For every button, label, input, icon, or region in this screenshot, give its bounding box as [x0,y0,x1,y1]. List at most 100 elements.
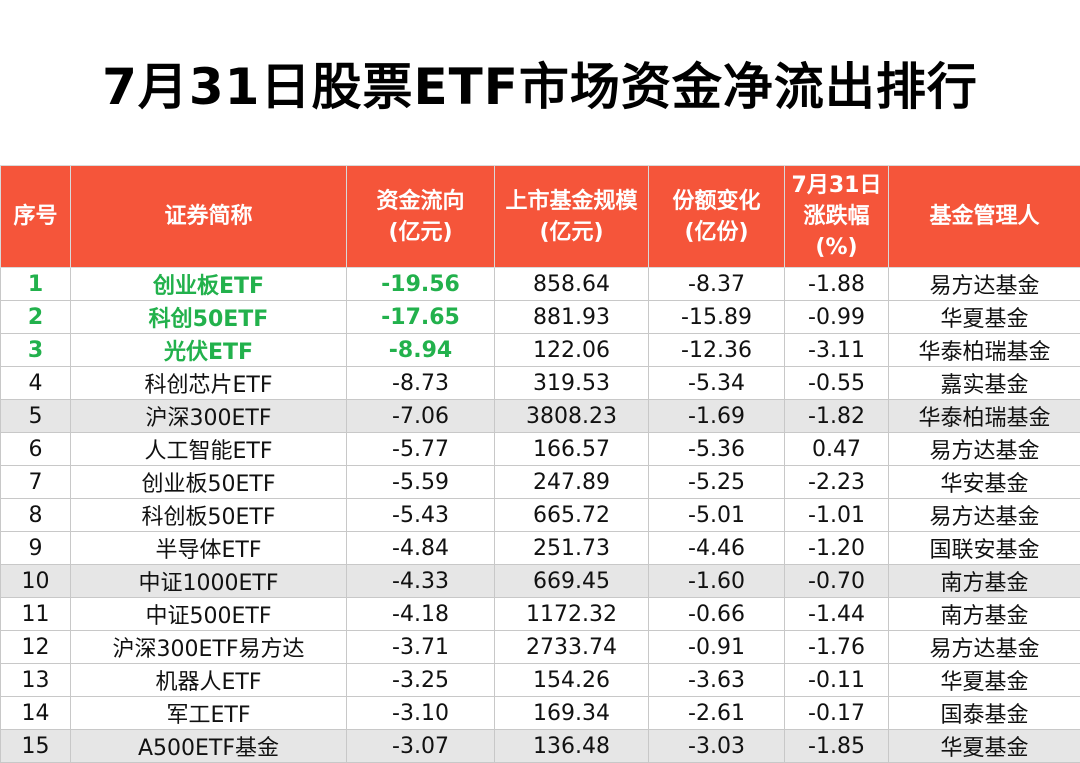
cell-manager: 南方基金 [889,565,1080,598]
cell-pct-change: -1.76 [785,631,889,664]
cell-rank: 9 [1,532,71,565]
cell-name: 光伏ETF [71,334,347,367]
cell-share-change: -5.25 [649,466,785,499]
cell-pct-change: -2.23 [785,466,889,499]
etf-outflow-table: 序号 证券简称 资金流向(亿元) 上市基金规模(亿元) 份额变化(亿份) 7月3… [0,165,1080,763]
cell-rank: 1 [1,268,71,301]
cell-rank: 10 [1,565,71,598]
cell-scale: 3808.23 [495,400,649,433]
cell-share-change: -3.63 [649,664,785,697]
cell-name: 科创50ETF [71,301,347,334]
cell-flow: -4.18 [347,598,495,631]
cell-share-change: -12.36 [649,334,785,367]
cell-pct-change: -1.20 [785,532,889,565]
cell-flow: -5.43 [347,499,495,532]
cell-pct-change: -0.99 [785,301,889,334]
cell-manager: 易方达基金 [889,631,1080,664]
cell-name: 科创板50ETF [71,499,347,532]
cell-rank: 5 [1,400,71,433]
cell-manager: 嘉实基金 [889,367,1080,400]
cell-manager: 易方达基金 [889,268,1080,301]
cell-manager: 国联安基金 [889,532,1080,565]
cell-pct-change: -0.70 [785,565,889,598]
cell-share-change: -0.91 [649,631,785,664]
cell-flow: -3.07 [347,730,495,763]
cell-scale: 122.06 [495,334,649,367]
cell-manager: 华夏基金 [889,730,1080,763]
header-flow: 资金流向(亿元) [347,166,495,268]
cell-scale: 319.53 [495,367,649,400]
cell-pct-change: -0.17 [785,697,889,730]
cell-flow: -4.84 [347,532,495,565]
page-title: 7月31日股票ETF市场资金净流出排行 [0,0,1080,165]
cell-scale: 669.45 [495,565,649,598]
cell-pct-change: -1.88 [785,268,889,301]
header-rank: 序号 [1,166,71,268]
header-pct-change: 7月31日涨跌幅(%) [785,166,889,268]
cell-share-change: -5.36 [649,433,785,466]
cell-flow: -3.71 [347,631,495,664]
cell-share-change: -8.37 [649,268,785,301]
cell-pct-change: -1.01 [785,499,889,532]
cell-pct-change: -3.11 [785,334,889,367]
cell-rank: 7 [1,466,71,499]
cell-pct-change: -0.55 [785,367,889,400]
cell-pct-change: -1.82 [785,400,889,433]
cell-flow: -3.10 [347,697,495,730]
header-row: 序号 证券简称 资金流向(亿元) 上市基金规模(亿元) 份额变化(亿份) 7月3… [1,166,1080,268]
cell-name: 机器人ETF [71,664,347,697]
cell-share-change: -3.03 [649,730,785,763]
cell-pct-change: -0.11 [785,664,889,697]
cell-name: 人工智能ETF [71,433,347,466]
cell-rank: 3 [1,334,71,367]
cell-rank: 13 [1,664,71,697]
cell-scale: 166.57 [495,433,649,466]
cell-manager: 华安基金 [889,466,1080,499]
cell-name: A500ETF基金 [71,730,347,763]
cell-share-change: -0.66 [649,598,785,631]
cell-scale: 858.64 [495,268,649,301]
cell-share-change: -5.34 [649,367,785,400]
cell-share-change: -1.69 [649,400,785,433]
cell-scale: 251.73 [495,532,649,565]
cell-rank: 15 [1,730,71,763]
cell-name: 沪深300ETF [71,400,347,433]
cell-pct-change: 0.47 [785,433,889,466]
cell-name: 创业板50ETF [71,466,347,499]
cell-manager: 易方达基金 [889,433,1080,466]
cell-name: 沪深300ETF易方达 [71,631,347,664]
header-scale: 上市基金规模(亿元) [495,166,649,268]
cell-share-change: -5.01 [649,499,785,532]
cell-share-change: -2.61 [649,697,785,730]
cell-flow: -5.77 [347,433,495,466]
cell-manager: 华夏基金 [889,664,1080,697]
cell-manager: 南方基金 [889,598,1080,631]
cell-share-change: -1.60 [649,565,785,598]
cell-flow: -17.65 [347,301,495,334]
cell-name: 中证1000ETF [71,565,347,598]
cell-rank: 4 [1,367,71,400]
cell-scale: 665.72 [495,499,649,532]
cell-rank: 12 [1,631,71,664]
cell-name: 中证500ETF [71,598,347,631]
cell-scale: 881.93 [495,301,649,334]
cell-share-change: -15.89 [649,301,785,334]
cell-flow: -5.59 [347,466,495,499]
header-share-change: 份额变化(亿份) [649,166,785,268]
cell-name: 半导体ETF [71,532,347,565]
cell-flow: -8.94 [347,334,495,367]
cell-scale: 1172.32 [495,598,649,631]
cell-rank: 6 [1,433,71,466]
